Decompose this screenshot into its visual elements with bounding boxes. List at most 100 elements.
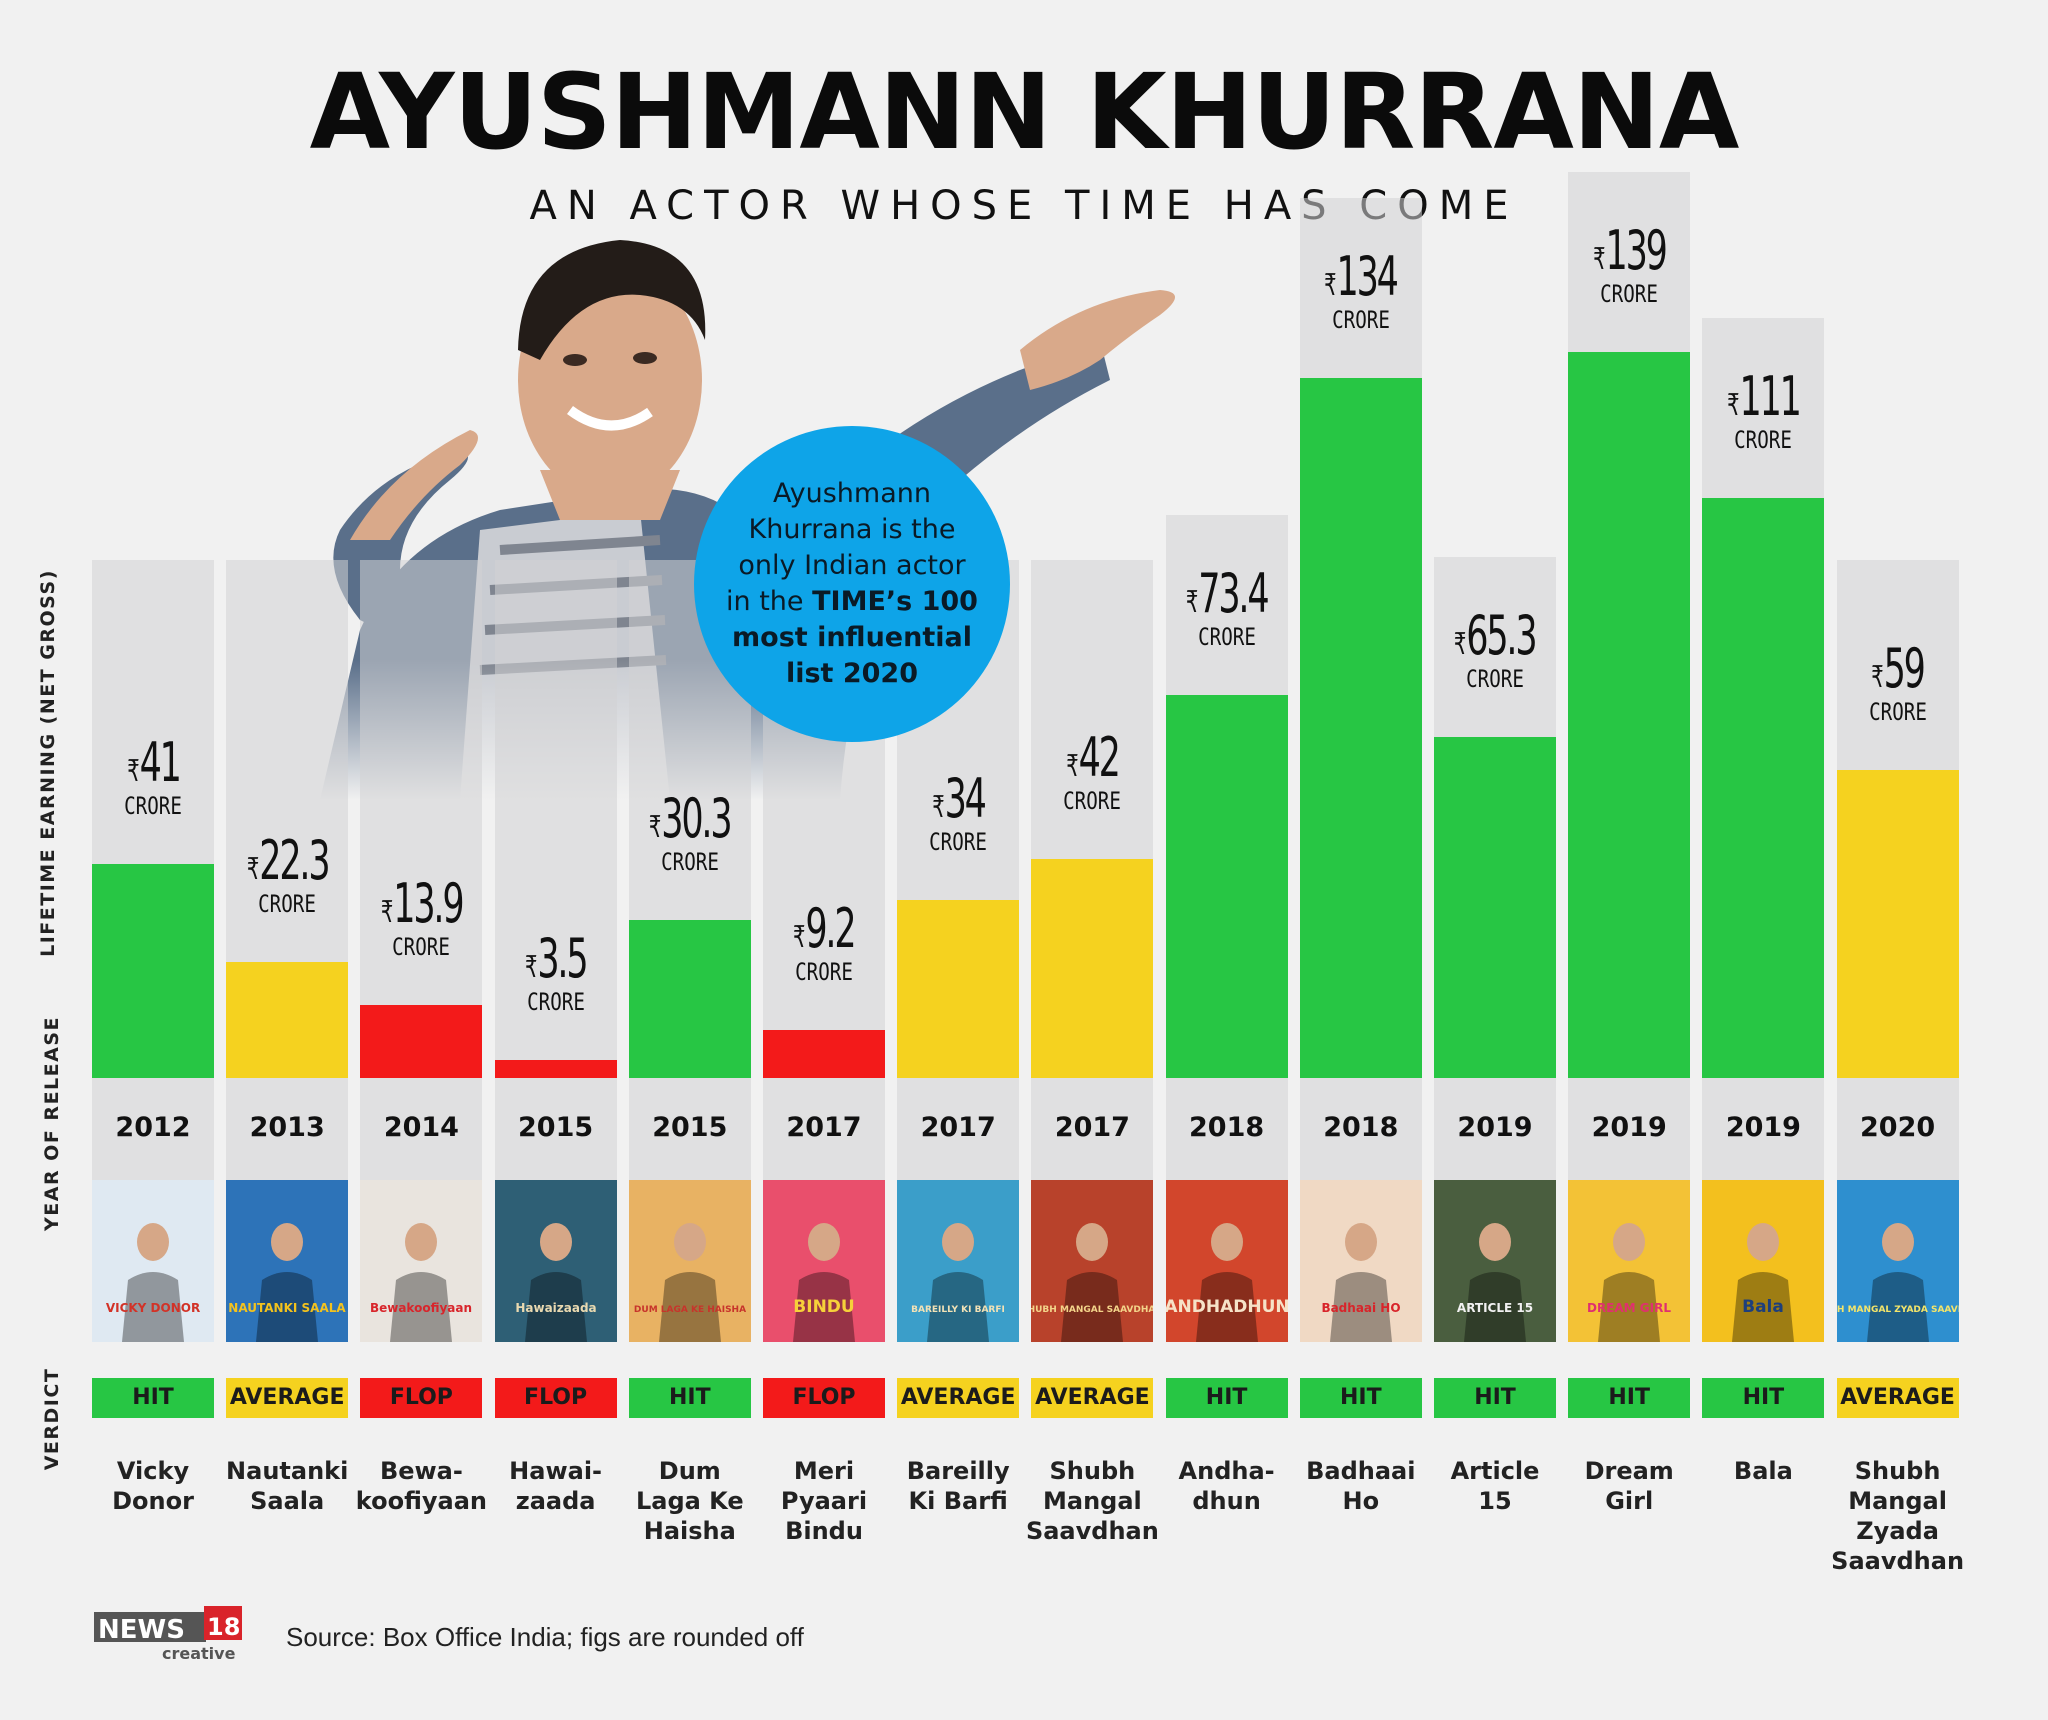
rupee-icon: ₹ bbox=[126, 753, 140, 789]
verdict-badge: AVERAGE bbox=[226, 1378, 349, 1418]
chart-column: ₹134 CRORE 2018 Badhaai HO HIT Badhaai Ho bbox=[1299, 0, 1422, 1515]
value-amount: ₹111 bbox=[1727, 365, 1802, 429]
release-year: 2017 bbox=[786, 1112, 862, 1143]
value-label: ₹59 CRORE bbox=[1837, 636, 1959, 726]
verdict-badge: AVERAGE bbox=[1031, 1378, 1154, 1418]
poster-title: Badhaai HO bbox=[1321, 1301, 1400, 1315]
verdict-badge: FLOP bbox=[494, 1378, 617, 1418]
rupee-icon: ₹ bbox=[649, 809, 662, 845]
value-amount: ₹59 bbox=[1871, 636, 1926, 700]
time-100-callout: Ayushmann Khurrana is the only Indian ac… bbox=[694, 426, 1010, 742]
movie-poster: Bala bbox=[1702, 1180, 1825, 1342]
poster-title: BAREILLY KI BARFI bbox=[911, 1305, 1005, 1315]
value-amount: ₹65.3 bbox=[1454, 603, 1538, 667]
rupee-icon: ₹ bbox=[1185, 584, 1199, 620]
release-year: 2019 bbox=[1457, 1112, 1533, 1143]
movie-title: Bala bbox=[1733, 1457, 1793, 1485]
movie-title: Nautanki Saala bbox=[226, 1457, 349, 1515]
value-amount: ₹42 bbox=[1066, 725, 1121, 789]
movie-poster: ARTICLE 15 bbox=[1434, 1180, 1556, 1342]
value-unit: CRORE bbox=[1197, 622, 1256, 651]
year-axis-label: YEAR OF RELEASE bbox=[41, 1016, 63, 1231]
movie-title: Bareilly Ki Barfi bbox=[906, 1457, 1010, 1515]
column-background bbox=[494, 560, 617, 1180]
earnings-bar bbox=[494, 1059, 617, 1078]
verdict-badge: AVERAGE bbox=[1836, 1378, 1959, 1418]
news18-logo: NEWS 18 creative bbox=[94, 1606, 242, 1662]
verdict-badge: FLOP bbox=[763, 1378, 885, 1418]
verdict-badge: HIT bbox=[1165, 1378, 1288, 1418]
poster-title: DUM LAGA KE HAISHA bbox=[634, 1305, 746, 1315]
movie-poster: SHUBH MANGAL SAAVDHAN bbox=[1031, 1180, 1154, 1342]
value-label: ₹139 CRORE bbox=[1568, 219, 1690, 308]
movie-poster: DUM LAGA KE HAISHA bbox=[628, 1180, 751, 1342]
rupee-icon: ₹ bbox=[1871, 659, 1884, 695]
verdict-badge: HIT bbox=[628, 1378, 751, 1418]
earnings-bar bbox=[1031, 858, 1154, 1078]
value-unit: CRORE bbox=[1734, 426, 1793, 455]
release-year: 2020 bbox=[1860, 1112, 1936, 1143]
source-note: Source: Box Office India; figs are round… bbox=[286, 1622, 804, 1652]
movie-poster: ANDHADHUN bbox=[1165, 1180, 1288, 1342]
rupee-icon: ₹ bbox=[1066, 748, 1079, 784]
movie-title: Dum Laga Ke Haisha bbox=[635, 1457, 744, 1545]
poster-title: ANDHADHUN bbox=[1166, 1297, 1288, 1317]
y-axis-label: LIFETIME EARNING (NET GROSS) bbox=[37, 569, 59, 957]
value-label: ₹3.5 CRORE bbox=[495, 931, 617, 1014]
rupee-icon: ₹ bbox=[1727, 388, 1740, 424]
value-amount: ₹139 bbox=[1592, 219, 1668, 282]
value-label: ₹73.4 CRORE bbox=[1166, 561, 1288, 651]
rupee-icon: ₹ bbox=[1454, 626, 1467, 662]
movie-title: Bewa-koofiyaan bbox=[355, 1457, 487, 1515]
verdict-badge: FLOP bbox=[360, 1378, 483, 1418]
value-unit: CRORE bbox=[1063, 786, 1122, 815]
verdict-badge: HIT bbox=[1568, 1378, 1691, 1418]
verdict-badge: AVERAGE bbox=[897, 1378, 1020, 1418]
earnings-bar bbox=[1434, 736, 1556, 1078]
logo-main: NEWS bbox=[98, 1615, 185, 1645]
release-year: 2014 bbox=[383, 1112, 459, 1143]
movie-poster: BINDU bbox=[763, 1180, 885, 1342]
value-label: ₹22.3 CRORE bbox=[226, 833, 348, 918]
movie-title: Hawai-zaada bbox=[509, 1457, 603, 1515]
movie-title: Andha-dhun bbox=[1178, 1457, 1275, 1515]
value-unit: CRORE bbox=[1600, 280, 1659, 308]
value-label: ₹30.3 CRORE bbox=[629, 791, 751, 874]
value-label: ₹34 CRORE bbox=[897, 772, 1019, 857]
value-unit: CRORE bbox=[258, 889, 317, 918]
rupee-icon: ₹ bbox=[793, 919, 806, 955]
value-amount: ₹73.4 bbox=[1185, 561, 1270, 625]
value-label: ₹41 CRORE bbox=[92, 735, 214, 818]
callout-highlight: TIME’s 100 most influential list 2020 bbox=[732, 586, 978, 689]
verdict-axis-label: VERDICT bbox=[41, 1367, 63, 1471]
earnings-bar bbox=[92, 863, 214, 1078]
movie-poster: VICKY DONOR bbox=[92, 1180, 214, 1342]
chart-column: ₹30.3 CRORE 2015 DUM LAGA KE HAISHA HIT Dum La… bbox=[628, 0, 751, 1545]
earnings-bar bbox=[1702, 498, 1825, 1078]
movie-poster: BAREILLY KI BARFI bbox=[897, 1180, 1020, 1342]
page-title: AYUSHMANN KHURRANA bbox=[309, 51, 1740, 173]
column-background bbox=[360, 560, 483, 1180]
movie-poster: DREAM GIRL bbox=[1568, 1180, 1691, 1342]
rupee-icon: ₹ bbox=[931, 790, 945, 826]
chart-column: ₹22.3 CRORE 2013 NAUTANKI SAALA AVERAGE Nauta… bbox=[226, 0, 349, 1515]
value-unit: CRORE bbox=[929, 828, 988, 857]
release-year: 2019 bbox=[1725, 1112, 1801, 1143]
chart-column: ₹13.9 CRORE 2014 Bewakoofiyaan FLOP Bewa-koof… bbox=[356, 0, 487, 1515]
value-unit: CRORE bbox=[1466, 664, 1524, 693]
movie-title: Dream Girl bbox=[1584, 1457, 1674, 1515]
poster-title: Hawaizaada bbox=[515, 1301, 596, 1315]
verdict-badge: HIT bbox=[1434, 1378, 1556, 1418]
rupee-icon: ₹ bbox=[1324, 268, 1337, 304]
value-unit: CRORE bbox=[1868, 697, 1927, 726]
movie-poster: Hawaizaada bbox=[494, 1180, 617, 1342]
earnings-bar bbox=[1299, 378, 1422, 1078]
poster-title: Bala bbox=[1743, 1297, 1785, 1317]
release-year: 2017 bbox=[1054, 1112, 1130, 1143]
movie-title: Shubh Mangal Saavdhan bbox=[1025, 1457, 1159, 1545]
verdict-badge: HIT bbox=[92, 1378, 214, 1418]
value-amount: ₹134 bbox=[1324, 245, 1399, 309]
movie-title: Meri Pyaari Bindu bbox=[780, 1457, 868, 1545]
earnings-bar bbox=[897, 900, 1020, 1078]
